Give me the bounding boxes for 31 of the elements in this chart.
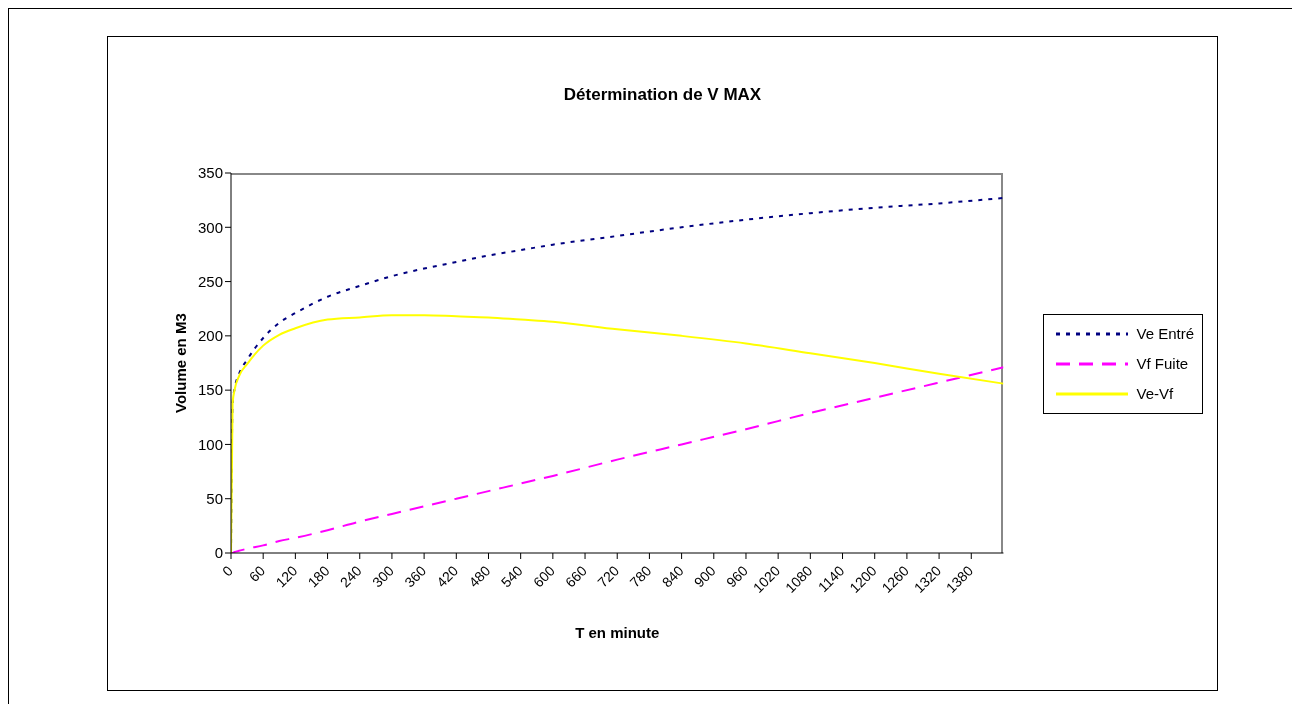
y-tick-label: 50 <box>206 490 223 508</box>
x-tick-label: 0 <box>219 562 237 580</box>
x-tick-label: 660 <box>562 562 591 591</box>
legend-label: Vf Fuite <box>1136 355 1189 372</box>
x-tick-label: 960 <box>723 562 752 591</box>
x-tick-label: 540 <box>497 562 526 591</box>
y-tick-label: 250 <box>197 272 223 290</box>
x-tick-label: 600 <box>529 562 558 591</box>
x-tick-label: 360 <box>401 562 430 591</box>
x-tick-label: 780 <box>626 562 655 591</box>
x-tick-label: 180 <box>304 562 333 591</box>
y-tick-label: 300 <box>197 218 223 236</box>
x-tick-label: 420 <box>433 562 462 591</box>
x-tick-label: 60 <box>245 562 269 585</box>
x-tick-label: 900 <box>690 562 719 591</box>
x-tick-label: 720 <box>594 562 623 591</box>
legend-label: Ve Entré <box>1136 325 1194 342</box>
y-tick-label: 100 <box>197 435 223 453</box>
y-tick-label: 350 <box>197 164 223 182</box>
legend-label: Ve-Vf <box>1136 385 1174 402</box>
x-tick-label: 840 <box>658 562 687 591</box>
x-tick-label: 240 <box>336 562 365 591</box>
y-tick-label: 0 <box>214 544 223 562</box>
chart-title: Détermination de V MAX <box>562 85 763 105</box>
x-tick-label: 480 <box>465 562 494 591</box>
y-axis-title: Volume en M3 <box>172 313 190 413</box>
x-tick-label: 300 <box>369 562 398 591</box>
x-axis-title: T en minute <box>575 624 660 641</box>
x-tick-label: 120 <box>272 562 301 591</box>
y-tick-label: 150 <box>197 381 223 399</box>
y-tick-label: 200 <box>197 327 223 345</box>
